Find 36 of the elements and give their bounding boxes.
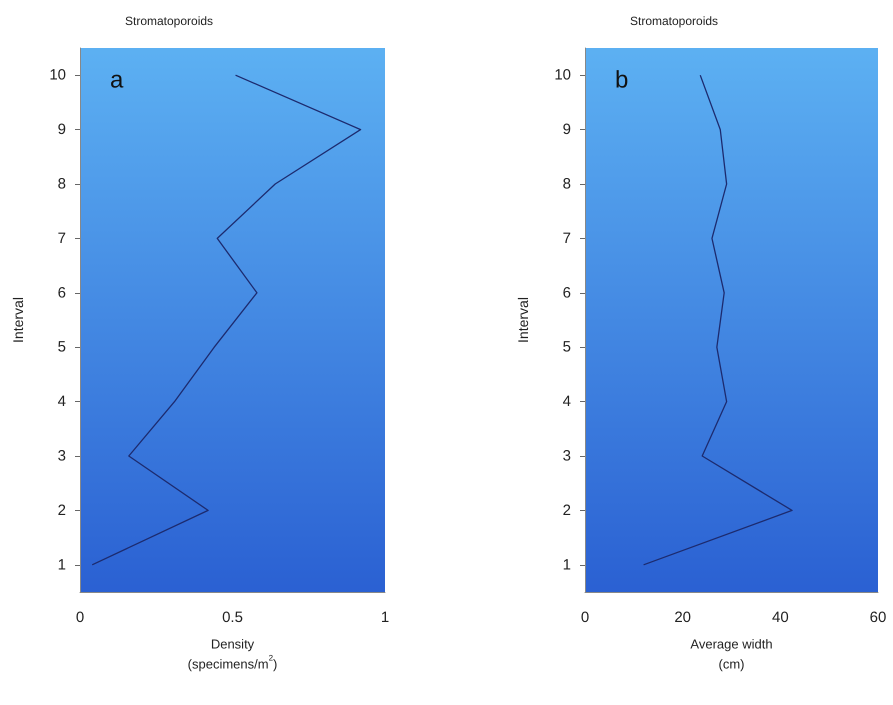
y-tick-label: 6 (58, 284, 66, 302)
y-tick-label: 9 (58, 121, 66, 138)
y-tick-label: 7 (58, 230, 66, 247)
y-tick-label: 1 (562, 556, 571, 574)
y-axis-title: Interval (10, 297, 26, 343)
chart-title: Stromatoporoids (630, 14, 718, 28)
line-series (642, 74, 793, 566)
x-tick-label: 0 (580, 609, 590, 626)
annotation: a (110, 66, 124, 94)
y-tick-label: 1 (58, 556, 66, 574)
y-tick-label: 5 (562, 338, 571, 356)
y-tick-label: 7 (562, 230, 571, 247)
y-tick-label: 4 (58, 393, 66, 410)
y-tick-label: 2 (58, 502, 66, 519)
x-tick-label: 0 (76, 609, 84, 626)
y-tick-label: 10 (49, 66, 66, 84)
y-tick-label: 3 (562, 448, 571, 464)
y-axis-title: Interval (515, 297, 531, 343)
y-tick-label: 2 (562, 502, 571, 519)
y-tick-label: 9 (562, 121, 571, 138)
y-tick-label: 3 (58, 448, 66, 464)
y-tick-label: 6 (562, 284, 571, 302)
x-tick-label: 0.5 (222, 609, 243, 626)
annotation: b (615, 66, 628, 94)
y-tick-label: 4 (562, 393, 571, 410)
chart-title: Stromatoporoids (125, 14, 214, 28)
x-tick-label: 1 (380, 609, 390, 626)
line-series (92, 74, 362, 566)
y-tick-label: 8 (562, 176, 571, 192)
y-tick-label: 5 (58, 338, 66, 356)
x-tick-label: 20 (674, 609, 692, 626)
x-axis-title: Average width (cm) (690, 636, 773, 672)
x-tick-label: 60 (870, 609, 886, 626)
y-tick-label: 10 (554, 66, 571, 84)
y-tick-label: 8 (58, 176, 66, 192)
x-tick-label: 40 (772, 609, 789, 626)
